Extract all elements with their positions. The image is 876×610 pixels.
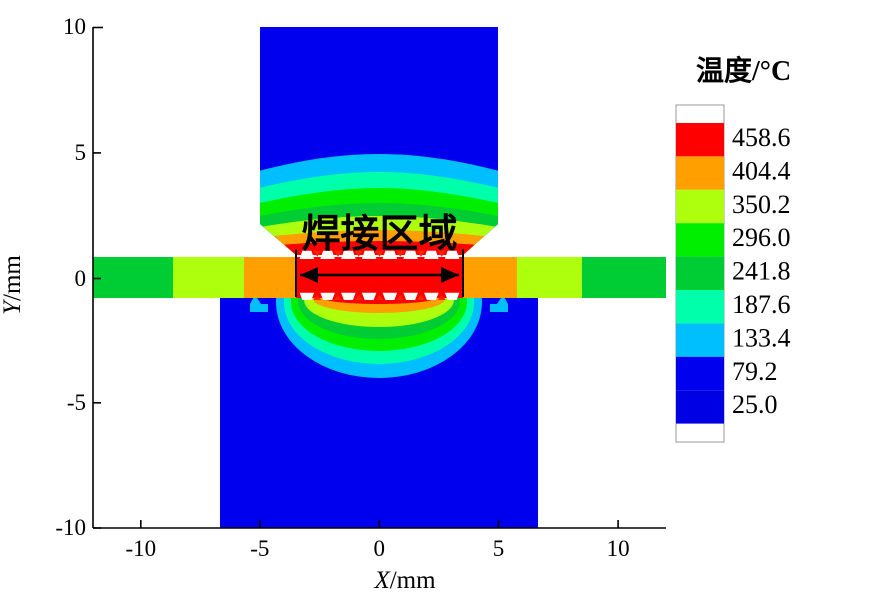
svg-text:296.0: 296.0 [732, 223, 791, 252]
svg-text:-10: -10 [55, 515, 86, 540]
svg-text:0: 0 [75, 266, 87, 291]
svg-text:焊接区域: 焊接区域 [301, 213, 457, 256]
svg-text:0: 0 [374, 536, 386, 561]
svg-text:温度/°C: 温度/°C [696, 55, 791, 87]
svg-text:-5: -5 [250, 536, 269, 561]
svg-text:-10: -10 [125, 536, 156, 561]
svg-text:241.8: 241.8 [732, 257, 791, 286]
svg-text:X/mm: X/mm [373, 567, 436, 594]
svg-text:5: 5 [75, 140, 87, 165]
svg-text:187.6: 187.6 [732, 290, 791, 319]
svg-text:404.4: 404.4 [732, 156, 791, 185]
svg-text:133.4: 133.4 [732, 323, 791, 352]
svg-text:25.0: 25.0 [732, 390, 778, 419]
svg-text:Y/mm: Y/mm [0, 255, 26, 315]
svg-text:-5: -5 [67, 390, 86, 415]
svg-text:10: 10 [63, 14, 86, 39]
svg-text:458.6: 458.6 [732, 123, 791, 152]
svg-text:5: 5 [493, 536, 505, 561]
svg-text:10: 10 [607, 536, 630, 561]
svg-text:350.2: 350.2 [732, 190, 791, 219]
svg-text:79.2: 79.2 [732, 357, 778, 386]
